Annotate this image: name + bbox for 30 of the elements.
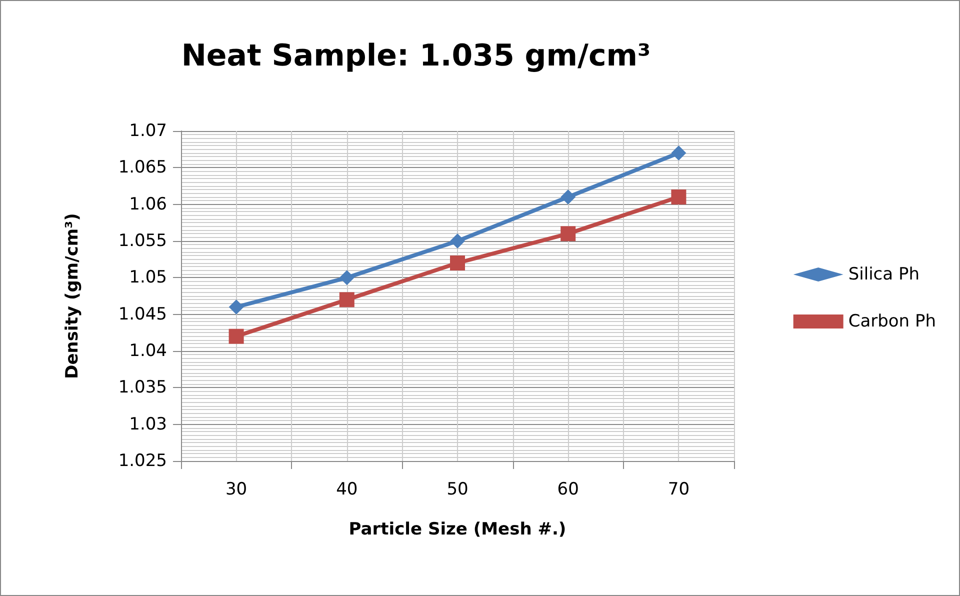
legend-label: Carbon Ph	[848, 312, 936, 332]
point	[450, 256, 465, 270]
y-tick-label: 1.04	[129, 341, 167, 361]
y-tick-label: 1.03	[129, 414, 167, 434]
point	[671, 190, 686, 204]
point	[450, 234, 465, 248]
point	[228, 300, 244, 314]
y-tick-label: 1.06	[129, 194, 167, 214]
y-tick-label: 1.065	[118, 158, 167, 178]
y-tick-label: 1.07	[129, 121, 167, 141]
y-axis-title: Density (gm/cm³)	[62, 213, 82, 379]
point	[339, 270, 354, 286]
x-tick-label: 60	[557, 480, 579, 500]
x-tick-label: 70	[668, 480, 690, 500]
point	[560, 226, 576, 242]
point	[671, 146, 686, 160]
legend-label: Silica Ph	[848, 264, 920, 284]
y-tick-label: 1.025	[118, 451, 167, 471]
point	[228, 328, 244, 344]
x-tick-label: 50	[446, 480, 468, 500]
point	[560, 190, 576, 204]
y-tick-label: 1.055	[118, 231, 167, 251]
y-tick-label: 1.045	[118, 304, 167, 324]
chart-title: Neat Sample: 1.035 gm/cm³	[181, 38, 651, 74]
x-axis-title: Particle Size (Mesh #.)	[348, 520, 566, 540]
y-tick-label: 1.035	[118, 378, 167, 398]
x-tick-label: 30	[225, 480, 248, 500]
point	[339, 292, 354, 308]
y-tick-label: 1.05	[129, 268, 167, 288]
x-tick-label: 40	[336, 480, 358, 500]
